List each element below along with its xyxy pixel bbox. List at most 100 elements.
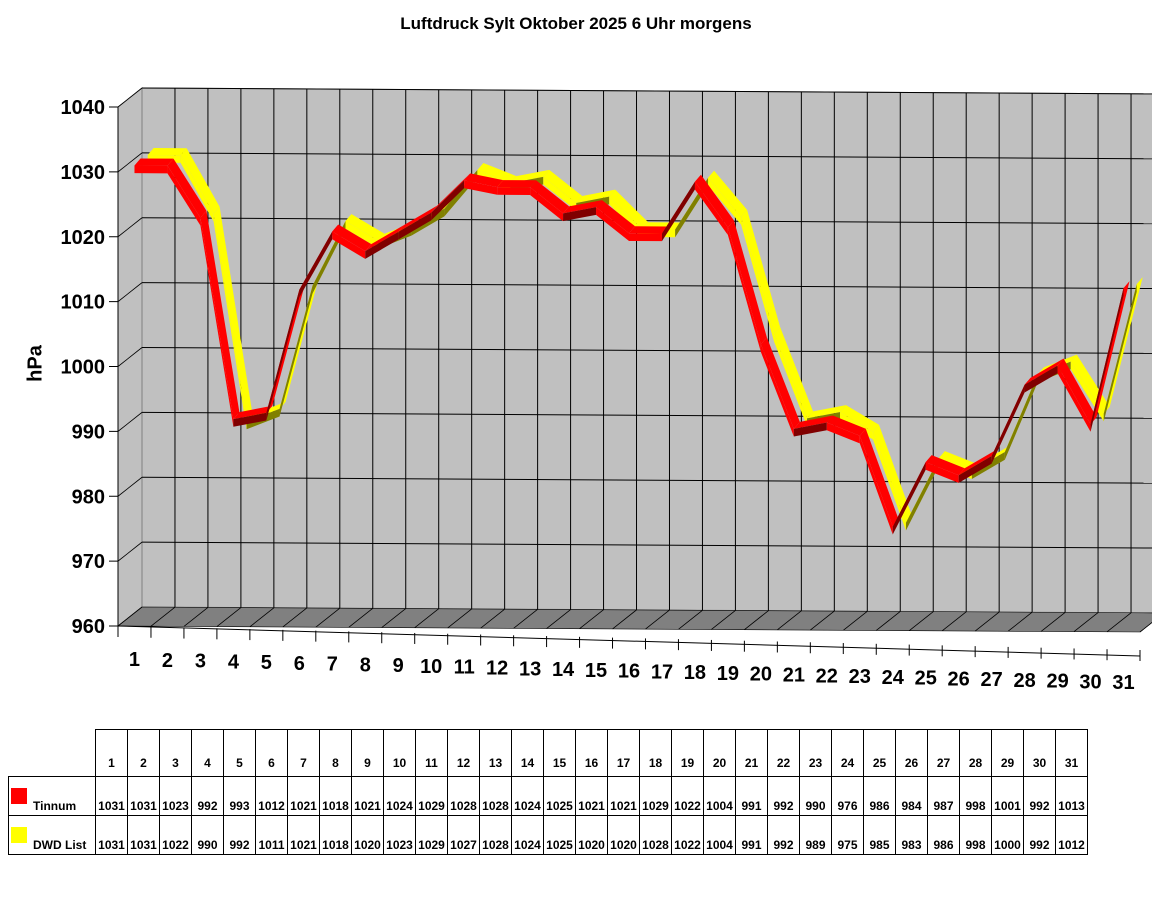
- table-day-header: 23: [799, 729, 832, 777]
- table-cell: 1024: [511, 776, 544, 816]
- table-corner: [8, 729, 96, 777]
- table-cell: 1022: [671, 815, 704, 855]
- table-cell: 983: [895, 815, 928, 855]
- table-cell: 1012: [255, 776, 288, 816]
- table-cell: 989: [799, 815, 832, 855]
- x-tick-label: 2: [162, 650, 173, 672]
- table-cell: 1011: [255, 815, 288, 855]
- table-cell: 1025: [543, 815, 576, 855]
- table-cell: 990: [191, 815, 224, 855]
- table-cell: 1004: [703, 815, 736, 855]
- table-cell: 990: [799, 776, 832, 816]
- table-cell: 998: [959, 776, 992, 816]
- x-tick-label: 10: [420, 656, 442, 678]
- table-day-header: 10: [383, 729, 416, 777]
- table-cell: 1020: [575, 815, 608, 855]
- table-cell: 1028: [479, 815, 512, 855]
- table-day-header: 17: [607, 729, 640, 777]
- table-cell: 1018: [319, 776, 352, 816]
- table-cell: 985: [863, 815, 896, 855]
- x-tick-label: 21: [783, 664, 805, 686]
- table-row: Tinnum 1031 1031 1023 992 993 1012 1021 1018 1021…: [8, 776, 1088, 816]
- table-day-header: 11: [415, 729, 448, 777]
- x-tick-label: 25: [915, 668, 937, 690]
- y-tick-label: 970: [72, 551, 105, 573]
- x-tick-label: 6: [294, 653, 305, 675]
- table-day-header: 7: [287, 729, 320, 777]
- chart-gridlines: [117, 87, 1152, 633]
- table-cell: 1012: [1055, 815, 1088, 855]
- x-tick-label: 22: [816, 665, 838, 687]
- y-tick-label: 1010: [61, 292, 106, 314]
- table-cell: 986: [927, 815, 960, 855]
- y-tick-label: 1020: [61, 227, 106, 249]
- table-cell: 1028: [639, 815, 672, 855]
- table-day-header: 25: [863, 729, 896, 777]
- table-row: DWD List 1031 1031 1022 990 992 1011 1021 1018 10…: [8, 815, 1088, 855]
- x-tick-label: 13: [519, 658, 541, 680]
- table-cell: 1004: [703, 776, 736, 816]
- table-day-header: 2: [127, 729, 160, 777]
- table-cell: 1025: [543, 776, 576, 816]
- x-tick-label: 16: [618, 661, 640, 683]
- table-day-header: 30: [1023, 729, 1056, 777]
- x-tick-label: 28: [1013, 670, 1035, 692]
- y-tick-label: 990: [72, 421, 105, 443]
- x-tick-label: 12: [486, 658, 508, 680]
- table-day-header: 1: [95, 729, 128, 777]
- table-day-header: 27: [927, 729, 960, 777]
- table-cell: 992: [767, 815, 800, 855]
- table-series-label: Tinnum: [8, 776, 96, 816]
- table-day-header: 8: [319, 729, 352, 777]
- table-cell: 984: [895, 776, 928, 816]
- table-series-label: DWD List: [8, 815, 96, 855]
- table-cell: 1031: [95, 776, 128, 816]
- table-day-header: 3: [159, 729, 192, 777]
- x-tick-label: 23: [849, 666, 871, 688]
- table-cell: 1021: [607, 776, 640, 816]
- table-cell: 1023: [383, 815, 416, 855]
- table-cell: 976: [831, 776, 864, 816]
- table-cell: 1021: [287, 776, 320, 816]
- chart-title: Luftdruck Sylt Oktober 2025 6 Uhr morgen…: [400, 14, 752, 33]
- table-day-header: 15: [543, 729, 576, 777]
- table-cell: 1029: [415, 815, 448, 855]
- table-day-header: 28: [959, 729, 992, 777]
- x-tick-label: 3: [195, 651, 206, 673]
- x-tick-label: 18: [684, 662, 706, 684]
- table-day-header: 4: [191, 729, 224, 777]
- table-cell: 1027: [447, 815, 480, 855]
- y-tick-label: 960: [72, 616, 105, 638]
- x-tick-label: 4: [228, 651, 240, 673]
- table-day-header: 5: [223, 729, 256, 777]
- legend-swatch-icon: [11, 827, 27, 843]
- x-tick-label: 27: [981, 669, 1003, 691]
- x-tick-label: 19: [717, 663, 739, 685]
- y-tick-label: 980: [72, 486, 105, 508]
- table-cell: 1023: [159, 776, 192, 816]
- table-day-header: 31: [1055, 729, 1088, 777]
- table-day-header: 14: [511, 729, 544, 777]
- table-cell: 1000: [991, 815, 1024, 855]
- table-cell: 1029: [415, 776, 448, 816]
- table-cell: 992: [1023, 815, 1056, 855]
- x-tick-label: 14: [552, 659, 575, 681]
- table-day-header: 24: [831, 729, 864, 777]
- chart-series: [134, 148, 1143, 535]
- table-day-header: 26: [895, 729, 928, 777]
- table-day-header: 29: [991, 729, 1024, 777]
- table-day-header: 16: [575, 729, 608, 777]
- table-day-header: 21: [735, 729, 768, 777]
- x-tick-label: 15: [585, 660, 607, 682]
- x-tick-label: 7: [327, 654, 338, 676]
- chart-walls: [117, 86, 1152, 633]
- y-tick-label: 1040: [61, 97, 106, 119]
- x-tick-label: 26: [948, 668, 970, 690]
- table-cell: 1031: [127, 776, 160, 816]
- table-day-header: 18: [639, 729, 672, 777]
- table-cell: 1024: [383, 776, 416, 816]
- table-cell: 992: [1023, 776, 1056, 816]
- table-cell: 993: [223, 776, 256, 816]
- x-tick-label: 5: [261, 652, 272, 674]
